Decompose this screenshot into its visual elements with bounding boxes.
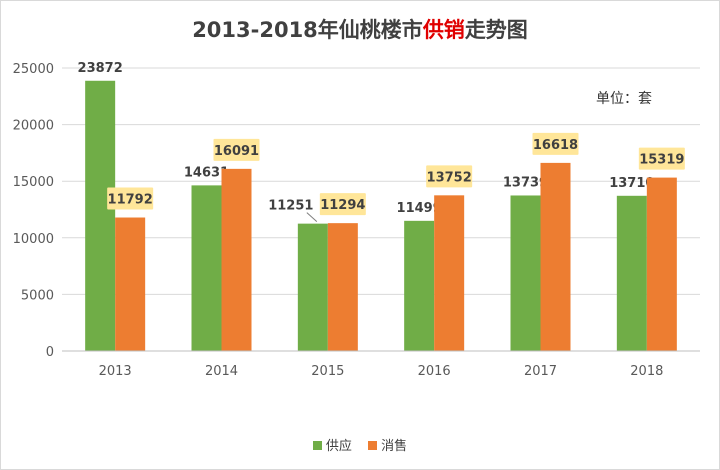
x-tick-label: 2016: [418, 364, 451, 379]
legend: 供应 消售: [0, 435, 720, 454]
data-label-sales: 16618: [533, 138, 578, 153]
data-label-sales: 11792: [108, 193, 153, 208]
x-tick-label: 2013: [99, 364, 132, 379]
bar-supply: [510, 195, 541, 351]
y-tick-label: 15000: [13, 175, 54, 190]
unit-label: 单位：套: [596, 91, 652, 107]
y-tick-label: 25000: [13, 62, 54, 77]
legend-swatch-supply: [312, 441, 322, 450]
data-label-supply: 13710: [609, 176, 654, 191]
data-label-box: [213, 138, 260, 161]
data-label-supply: 13739: [503, 175, 548, 190]
data-label-supply: 14631: [184, 165, 229, 180]
y-tick-label: 5000: [21, 288, 54, 303]
data-label-sales: 16091: [214, 144, 259, 159]
data-label-leader: [306, 212, 318, 223]
data-label-box: [319, 193, 366, 216]
bar-supply: [297, 223, 328, 351]
data-label-sales: 11294: [320, 198, 365, 213]
bar-sales: [115, 217, 146, 351]
data-label-supply: 11251: [268, 199, 313, 214]
bar-supply: [191, 185, 222, 351]
bar-sales: [221, 168, 252, 351]
data-label-supply: 11499: [397, 201, 442, 216]
legend-swatch-sales: [368, 441, 378, 450]
bar-supply: [85, 80, 116, 352]
chart-title: 2013-2018年仙桃楼市供销走势图: [192, 18, 528, 42]
bar-sales: [646, 177, 677, 351]
data-label-supply: 23872: [78, 61, 123, 76]
data-label-sales: 15319: [639, 153, 684, 168]
y-tick-label: 20000: [13, 119, 54, 134]
y-tick-label: 0: [46, 345, 54, 360]
x-tick-label: 2014: [205, 364, 238, 379]
legend-item-supply: 供应: [312, 435, 352, 454]
bar-supply: [616, 195, 647, 351]
y-tick-label: 10000: [13, 232, 54, 247]
data-label-box: [107, 187, 154, 210]
data-label-box: [426, 165, 473, 188]
bar-sales: [327, 223, 358, 351]
bar-sales: [540, 162, 571, 351]
legend-item-sales: 消售: [368, 435, 407, 454]
x-tick-label: 2018: [630, 364, 663, 379]
x-tick-label: 2015: [311, 364, 344, 379]
data-label-box: [638, 147, 685, 170]
bar-sales: [434, 195, 465, 351]
title-highlight: 供销: [422, 18, 465, 42]
data-label-sales: 13752: [427, 170, 472, 185]
x-tick-label: 2017: [524, 364, 557, 379]
bar-supply: [404, 220, 435, 351]
data-label-box: [532, 132, 579, 155]
